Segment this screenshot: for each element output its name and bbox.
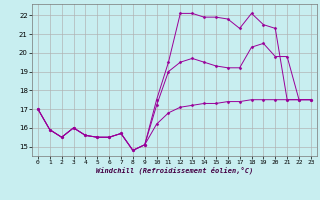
- X-axis label: Windchill (Refroidissement éolien,°C): Windchill (Refroidissement éolien,°C): [96, 167, 253, 174]
